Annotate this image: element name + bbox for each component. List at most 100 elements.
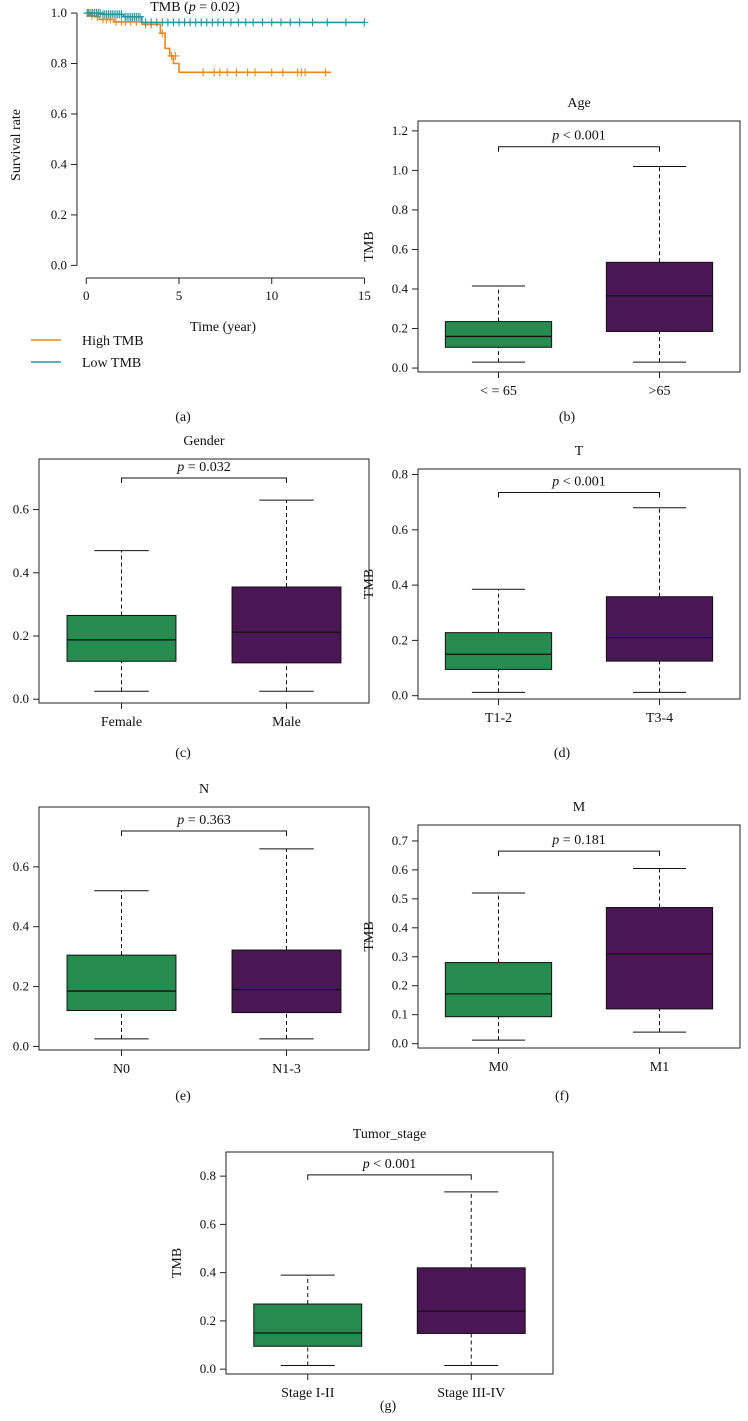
box-left (444, 285, 553, 363)
box-right (605, 507, 714, 693)
x-tick-label: Female (101, 715, 142, 730)
panel-label: (a) (175, 410, 191, 425)
boxplot-panel: Age 0.0 0.2 0.4 0.6 0.8 1.0 1.2 TMB < = 65 >65 p < … (362, 96, 741, 399)
box-right (605, 867, 714, 1033)
km-censor-mark (341, 18, 350, 27)
iqr-box (253, 1303, 363, 1347)
x-tick-label: N1-3 (272, 1062, 301, 1077)
km-censor-mark (267, 68, 276, 77)
box-left (253, 1274, 363, 1367)
y-axis-label: TMB (362, 569, 377, 599)
y-tick-label: 0.3 (392, 949, 408, 964)
x-tick-label: T3-4 (646, 711, 673, 726)
y-tick-label: 0.0 (392, 688, 408, 703)
x-tick-label: Male (272, 715, 301, 730)
km-x-tick-label: 0 (83, 288, 90, 303)
boxplot-panel: M 0.0 0.1 0.2 0.3 0.4 0.5 0.6 0.7 TMB M0 M1 p = 0.18… (362, 800, 741, 1075)
km-censor-mark (286, 18, 295, 27)
km-title-part: TMB ( (150, 0, 189, 15)
y-tick-label: 0.2 (392, 321, 408, 336)
plot-frame (417, 824, 741, 1049)
y-tick-label: 0.0 (392, 360, 408, 375)
panel-label: (f) (555, 1089, 569, 1104)
y-tick-label: 0.6 (392, 862, 409, 877)
y-tick-label: 0.0 (13, 691, 29, 706)
panel-title: Age (567, 96, 590, 111)
iqr-box (66, 614, 177, 662)
x-tick-label: T1-2 (485, 711, 512, 726)
y-tick-label: 0.7 (392, 833, 409, 848)
significance-bracket (307, 1174, 472, 1180)
km-y-tick-label: 0.8 (51, 56, 67, 71)
box-right (231, 499, 342, 692)
y-tick-label: 0.2 (13, 979, 29, 994)
y-tick-label: 0.5 (392, 891, 408, 906)
y-axis-label: TMB (362, 231, 377, 261)
km-censor-mark (323, 18, 332, 27)
legend-label: High TMB (82, 334, 144, 349)
plot-frame (38, 806, 370, 1051)
km-y-tick-label: 0.0 (51, 257, 67, 272)
km-censor-mark (171, 51, 180, 60)
significance-bracket (121, 477, 287, 483)
x-tick-label: < = 65 (480, 384, 517, 399)
p-value-label: p = 0.032 (176, 460, 230, 475)
km-censor-mark (223, 68, 232, 77)
iqr-box (444, 321, 553, 348)
p-value-label: p = 0.181 (551, 833, 605, 848)
km-x-label: Time (year) (190, 320, 256, 335)
box-right (231, 848, 342, 1040)
km-censor-mark (232, 68, 241, 77)
p-value-label: p = 0.363 (176, 813, 230, 828)
boxplot-panel: T 0.0 0.2 0.4 0.6 0.8 TMB T1-2 T3-4 p < 0.001 (362, 444, 741, 726)
significance-bracket (498, 491, 660, 498)
iqr-box (444, 962, 553, 1018)
km-censor-mark (360, 18, 369, 27)
km-censor-mark (249, 18, 258, 27)
km-y-tick-label: 1.0 (51, 5, 67, 20)
km-censor-mark (219, 18, 228, 27)
x-tick-label: M1 (650, 1060, 669, 1075)
box-left (444, 588, 553, 693)
km-censor-mark (278, 68, 287, 77)
panel-title: Tumor_stage (353, 1127, 426, 1142)
y-tick-label: 0.4 (13, 919, 30, 934)
y-tick-label: 0.8 (392, 202, 408, 217)
plot-frame (417, 468, 741, 700)
km-censor-mark (199, 68, 208, 77)
panel-label: (c) (175, 746, 191, 761)
y-tick-label: 0.4 (392, 920, 409, 935)
x-tick-label: Stage I-II (281, 1386, 335, 1401)
x-tick-label: >65 (649, 384, 671, 399)
panel-label: (b) (559, 410, 576, 425)
box-right (416, 1191, 526, 1367)
panel-title: N (199, 782, 209, 797)
km-y-tick-label: 0.6 (51, 106, 68, 121)
km-censor-mark (267, 18, 276, 27)
panel-title: Gender (183, 434, 225, 449)
y-tick-label: 0.2 (200, 1313, 216, 1328)
y-tick-label: 0.2 (392, 978, 408, 993)
km-x-tick-label: 10 (265, 288, 278, 303)
p-symbol: p (551, 474, 559, 489)
km-censor-mark (158, 29, 167, 38)
km-censor-mark (226, 18, 235, 27)
km-x-tick-label: 15 (358, 288, 371, 303)
panel-label: (d) (554, 746, 571, 761)
km-censor-mark (301, 68, 310, 77)
km-x-tick-label: 5 (176, 288, 183, 303)
iqr-box (416, 1267, 526, 1334)
box-left (66, 550, 177, 692)
y-tick-label: 0.4 (392, 281, 409, 296)
p-symbol: p (551, 129, 559, 144)
iqr-box (605, 907, 714, 1010)
y-tick-label: 0.4 (200, 1265, 217, 1280)
p-value-label: p < 0.001 (551, 129, 605, 144)
box-left (444, 892, 553, 1041)
y-tick-label: 0.2 (392, 632, 408, 647)
y-tick-label: 0.6 (200, 1216, 217, 1231)
y-tick-label: 1.2 (392, 123, 408, 138)
boxplot-panel: Tumor_stage 0.0 0.2 0.4 0.6 0.8 TMB Stage I-II S… (170, 1127, 554, 1401)
box-left (66, 890, 177, 1040)
